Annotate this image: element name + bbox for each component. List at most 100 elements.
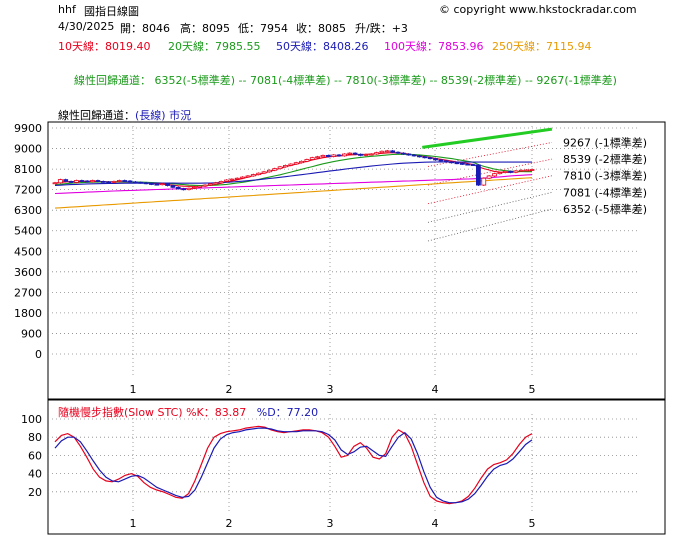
lower-x-tick-label: 1: [130, 517, 137, 530]
candle-body: [288, 163, 294, 166]
stc-series: [54, 425, 533, 505]
upper-y-axis: 0 900 1800 2700 3600 4500 5400 6300 7200 8100 9000…: [14, 122, 42, 361]
candle-body: [497, 172, 503, 175]
stc-k-value: %K：83.87: [186, 406, 247, 419]
regression-channel-line: [427, 191, 553, 223]
candle-body: [315, 156, 321, 159]
projection-line: [422, 127, 553, 149]
ma-10-legend: 10天線：8019.40: [58, 38, 151, 54]
channel-label: 8539 (-2標準差): [563, 152, 647, 166]
candle-body: [229, 178, 235, 181]
candle-body: [368, 153, 374, 156]
candle-body: [100, 181, 106, 183]
upper-x-tick-label: 3: [327, 383, 334, 396]
candle-body: [218, 181, 224, 184]
candle-body: [508, 170, 513, 173]
candle-body: [122, 180, 128, 182]
lower-x-tick-label: 3: [327, 517, 334, 530]
upper-y-tick-label: 6300: [14, 204, 42, 217]
candle-body: [304, 159, 310, 162]
candle-body: [529, 169, 535, 171]
upper-grid: [48, 122, 640, 378]
candle-body: [347, 152, 353, 155]
upper-x-axis: 1 2 3 4 5: [130, 383, 536, 396]
candle-body: [433, 158, 438, 161]
candle-body: [159, 183, 165, 186]
candle-body: [486, 175, 492, 179]
upper-y-tick-label: 5400: [14, 225, 42, 238]
candle-body: [234, 177, 240, 180]
candle-body: [427, 157, 433, 160]
candle-body: [513, 170, 519, 173]
lower-plot-frame: [47, 399, 666, 535]
candle-body: [127, 180, 133, 183]
upper-title-prefix: 線性回歸通道：: [58, 109, 135, 122]
candle-body: [240, 176, 245, 179]
lower-y-tick-label: 60: [28, 449, 42, 462]
candle-body: [470, 164, 476, 166]
candle-body: [68, 181, 74, 183]
chart-name: 國指日線圖: [84, 5, 139, 18]
lower-x-axis: 1 2 3 4 5: [130, 517, 536, 530]
candle-body: [256, 172, 262, 175]
lower-x-tick-label: 4: [432, 517, 439, 530]
upper-plot-frame: [47, 121, 666, 400]
candle-body: [443, 160, 449, 163]
candle-body: [277, 166, 283, 170]
ma-line-100天線: [54, 174, 533, 195]
candlesticks: [52, 149, 535, 191]
ma-line-250天線: [54, 177, 533, 209]
lower-y-tick-label: 20: [28, 486, 42, 499]
quote-low: 低：7954: [238, 22, 288, 35]
candle-body: [111, 181, 117, 183]
candle-body: [154, 183, 160, 186]
upper-y-tick-label: 8100: [14, 163, 42, 176]
upper-title-trend: (長線): [135, 109, 166, 122]
ma-50-legend: 50天線：8408.26: [276, 38, 369, 54]
candle-body: [406, 153, 412, 156]
candle-body: [299, 160, 304, 164]
candle-body: [438, 159, 444, 162]
candle-body: [143, 182, 149, 185]
candle-body: [492, 173, 497, 177]
stc-d-value: %D：77.20: [256, 406, 319, 419]
candle-body: [266, 169, 272, 173]
candle-body: [202, 184, 208, 187]
upper-y-tick-label: 9000: [14, 143, 42, 156]
lower-y-tick-label: 40: [28, 468, 42, 481]
candle-body: [261, 171, 267, 174]
candle-body: [52, 182, 58, 185]
candle-body: [390, 150, 396, 153]
candle-body: [320, 154, 326, 158]
candle-body: [181, 188, 187, 191]
lower-x-tick-label: 5: [529, 517, 536, 530]
candle-body: [132, 181, 138, 184]
candle-body: [481, 177, 487, 186]
candle-body: [272, 168, 278, 171]
candle-body: [283, 165, 288, 168]
candle-body: [224, 179, 229, 182]
candle-body: [57, 179, 63, 184]
candle-body: [149, 183, 154, 185]
ma-50-label: 50天線: [276, 40, 312, 53]
candle-body: [465, 163, 471, 166]
candle-body: [175, 186, 181, 190]
candle-body: [502, 170, 508, 173]
candle-body: [213, 182, 219, 185]
lower-grid: [48, 414, 640, 512]
candle-body: [363, 154, 369, 156]
regression-channel-line: [427, 142, 553, 167]
lower-y-axis: 20 40 60 80 100: [21, 413, 42, 499]
upper-y-tick-label: 2700: [14, 286, 42, 299]
upper-x-tick-label: 1: [130, 383, 137, 396]
candle-body: [459, 162, 465, 165]
lower-y-tick-label: 80: [28, 431, 42, 444]
upper-y-tick-label: 7200: [14, 184, 42, 197]
candle-body: [454, 162, 460, 165]
candle-body: [186, 187, 192, 191]
candle-body: [191, 186, 197, 189]
candle-body: [524, 169, 530, 172]
ma-10-value: ：8019.40: [94, 40, 151, 53]
candle-body: [358, 153, 363, 156]
